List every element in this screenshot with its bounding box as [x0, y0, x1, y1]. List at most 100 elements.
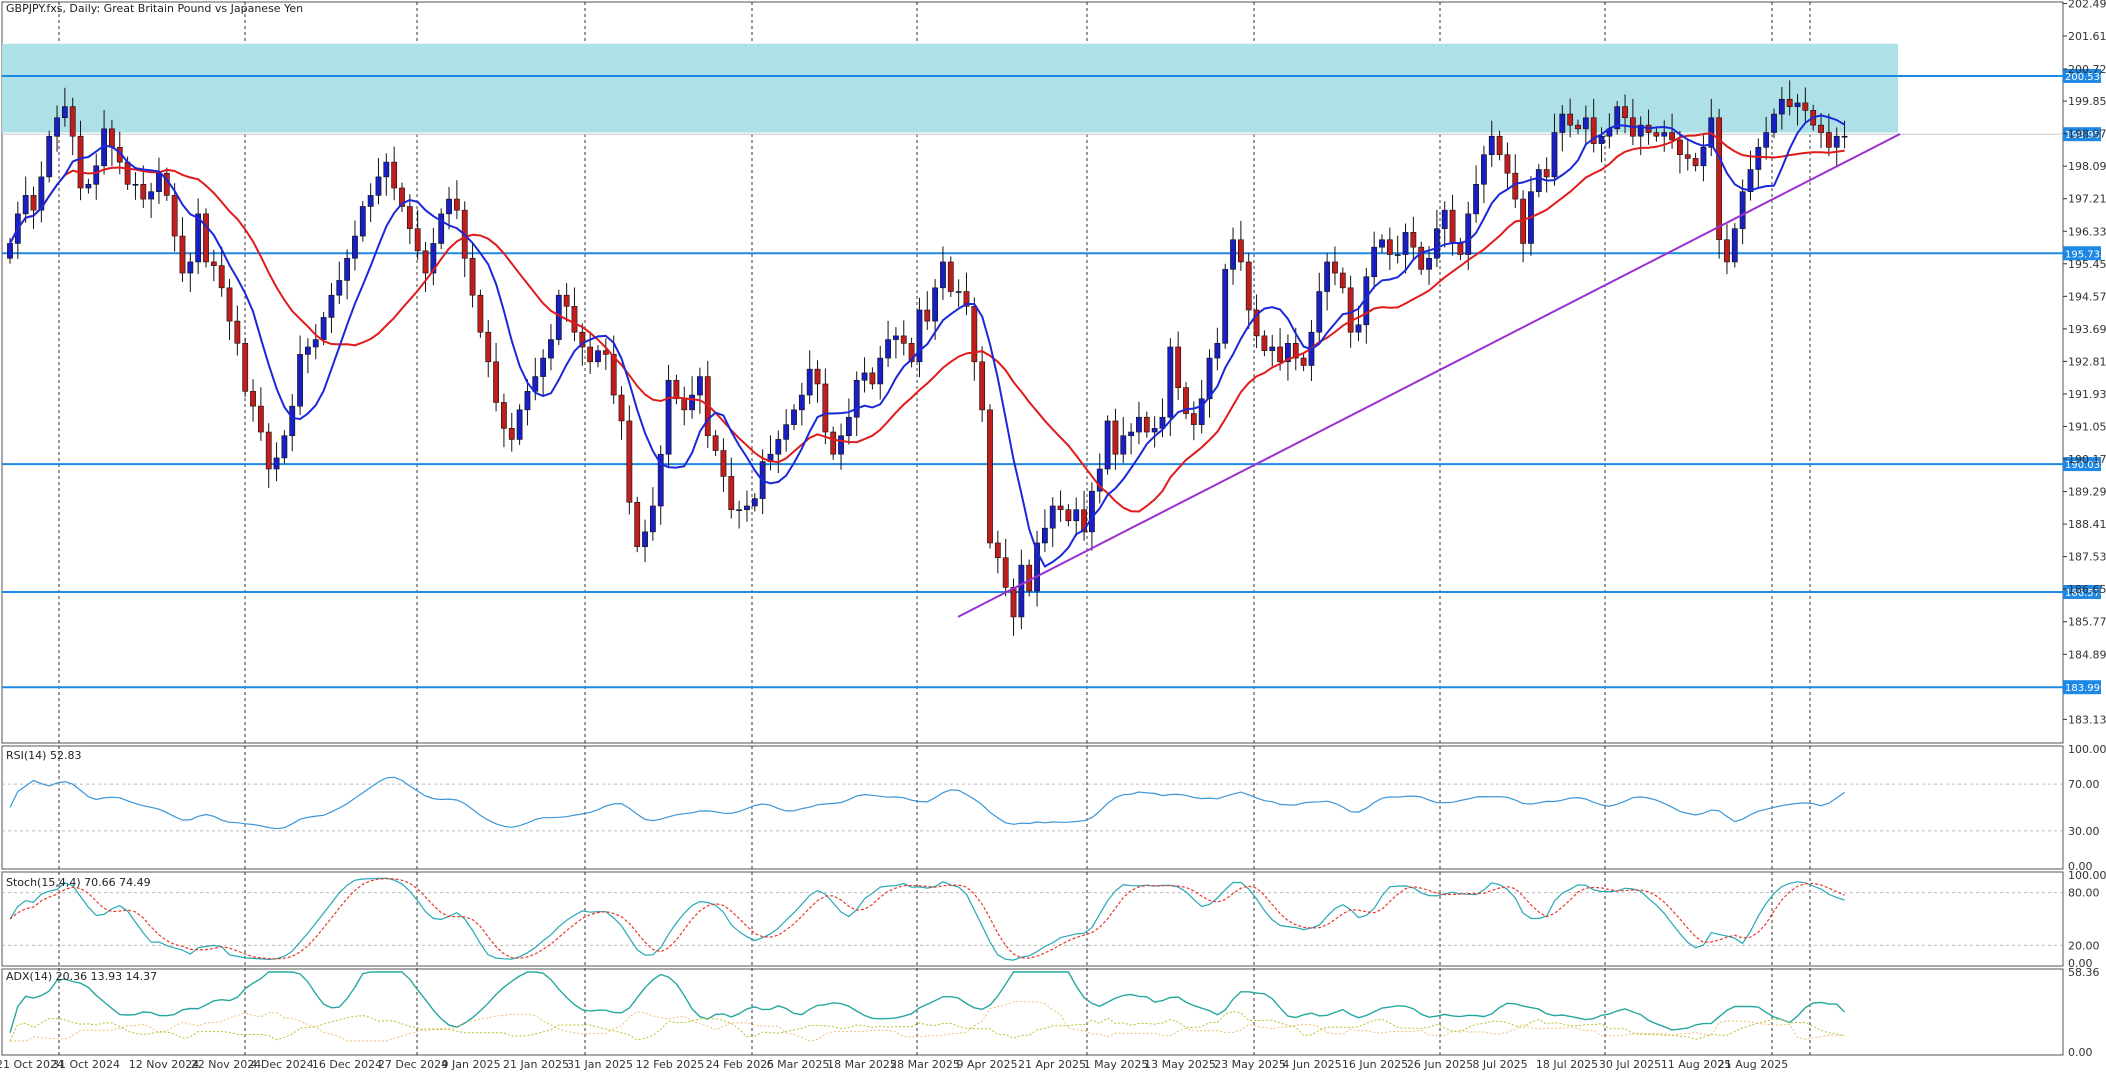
bull-candle [893, 335, 899, 340]
price-tick-label: 191.930 [2068, 388, 2106, 401]
date-tick-label: 28 Mar 2025 [890, 1058, 960, 1071]
bear-candle [1002, 557, 1009, 588]
bear-candle [924, 309, 931, 322]
rsi-line [9, 776, 1845, 830]
bear-candle [179, 235, 186, 274]
chart-title: GBPJPY.fxs, Daily: Great Britain Pound v… [6, 2, 303, 15]
bear-candle [414, 228, 421, 252]
bear-candle [1253, 309, 1260, 337]
bull-candle [595, 350, 601, 363]
bull-candle [305, 346, 311, 355]
bull-candle [1441, 209, 1448, 229]
bear-candle [908, 342, 915, 363]
bull-candle [798, 394, 805, 411]
bull-candle [61, 106, 68, 119]
bull-candle [1473, 183, 1479, 215]
bear-candle [226, 287, 233, 322]
bull-candle [1481, 154, 1487, 185]
bear-candle [203, 213, 209, 263]
bull-candle [132, 183, 139, 186]
bear-candle [1065, 509, 1072, 522]
bear-candle [1622, 106, 1628, 119]
resistance-zone [2, 43, 1898, 133]
stoch-tick-label: 80.00 [2068, 887, 2100, 900]
bull-candle [1661, 132, 1668, 137]
bear-candle [257, 405, 264, 433]
bear-candle [673, 379, 680, 400]
bear-candle [1010, 587, 1017, 618]
price-tick-label: 185.770 [2068, 616, 2106, 629]
price-level-tag [2063, 127, 2101, 142]
bull-candle [352, 235, 358, 259]
price-tick-label: 197.210 [2068, 193, 2106, 206]
bull-candle [1073, 509, 1080, 522]
bear-candle [501, 402, 507, 429]
bull-candle [548, 339, 554, 359]
price-level-label: 198.955 [2065, 130, 2106, 141]
bull-candle [438, 213, 445, 244]
bull-candle [1700, 147, 1707, 167]
bull-candle [1089, 490, 1095, 533]
panel-frame-3 [1, 968, 2064, 1056]
price-tick-label: 184.890 [2068, 648, 2106, 661]
bull-candle [7, 243, 13, 259]
bear-candle [1669, 132, 1675, 141]
bear-candle [508, 428, 515, 440]
price-level-label: 195.735 [2065, 249, 2106, 260]
bull-candle [1041, 527, 1048, 544]
bull-candle [1535, 169, 1542, 192]
bull-candle [1371, 246, 1378, 278]
price-level-label: 190.033 [2065, 460, 2106, 471]
date-tick-label: 21 Jan 2025 [503, 1058, 569, 1071]
bear-candle [109, 128, 115, 148]
bull-candle [446, 198, 452, 215]
bear-candle [602, 350, 609, 355]
bull-candle [1755, 147, 1762, 170]
bear-candle [1292, 342, 1299, 359]
bear-candle [124, 161, 131, 185]
bear-candle [1724, 239, 1730, 263]
bear-candle [1300, 357, 1307, 366]
stoch-tick-label: 20.00 [2068, 939, 2100, 952]
bull-candle [516, 409, 523, 440]
date-tick-label: 21 Apr 2025 [1018, 1058, 1086, 1071]
bull-candle [649, 505, 656, 533]
date-tick-label: 21 Aug 2025 [1718, 1058, 1788, 1071]
bear-candle [1347, 287, 1354, 333]
bull-candle [1551, 132, 1558, 178]
bull-candle [1637, 124, 1644, 137]
bull-candle [1559, 113, 1566, 133]
date-tick-label: 13 May 2025 [1144, 1058, 1216, 1071]
bear-candle [250, 391, 256, 407]
bear-candle [1684, 154, 1691, 159]
price-tick-label: 187.530 [2068, 551, 2106, 564]
date-tick-label: 26 Jun 2025 [1407, 1058, 1473, 1071]
adx-tick-label: 58.36 [2068, 966, 2100, 979]
bull-candle [1465, 213, 1472, 255]
date-tick-label: 4 Jun 2025 [1282, 1058, 1341, 1071]
bear-candle [1339, 272, 1346, 289]
bull-candle [148, 191, 155, 200]
bear-candle [69, 106, 76, 137]
price-level-tag [2063, 584, 2101, 599]
price-level-tag [2063, 68, 2101, 83]
bull-candle [1747, 169, 1754, 192]
bear-candle [469, 257, 476, 296]
fast-moving-average [9, 114, 1846, 568]
bull-candle [853, 379, 860, 418]
bear-candle [869, 372, 876, 385]
bull-candle [85, 183, 92, 189]
bull-candle [1230, 239, 1236, 270]
bear-candle [822, 383, 829, 433]
bear-candle [1261, 335, 1268, 351]
bear-candle [1410, 232, 1417, 248]
bear-candle [1386, 239, 1393, 255]
bear-candle [1802, 102, 1809, 111]
bull-candle [540, 357, 547, 377]
bear-candle [1332, 261, 1338, 274]
bull-candle [1763, 132, 1770, 148]
rsi-tick-label: 100.00 [2068, 743, 2106, 756]
stoch-title: Stoch(15,4,4) 70.66 74.49 [6, 876, 151, 889]
price-tick-label: 191.050 [2068, 420, 2106, 433]
